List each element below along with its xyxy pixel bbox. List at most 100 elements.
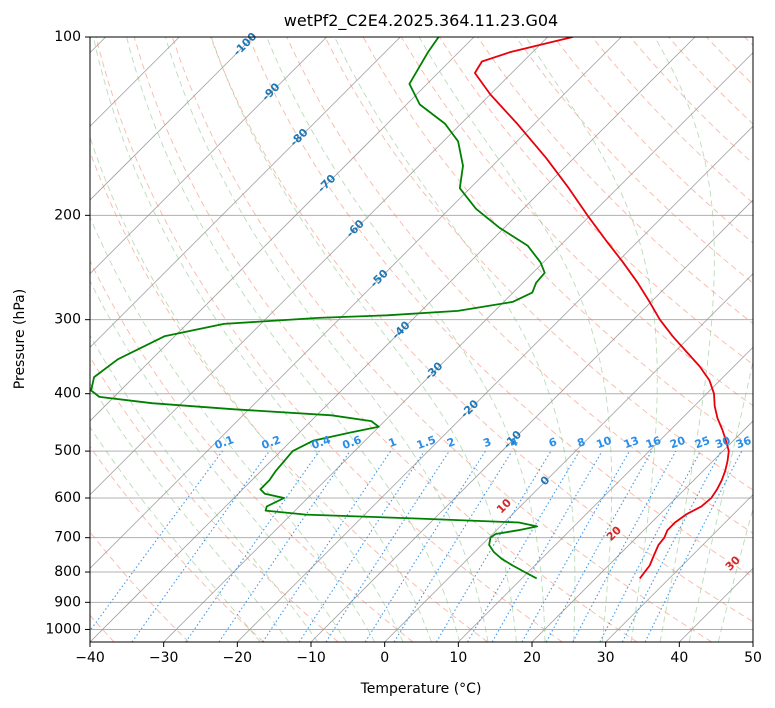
mixing-ratio-line bbox=[644, 450, 743, 642]
y-tick-label: 900 bbox=[54, 594, 81, 610]
moist-adiabat-line bbox=[90, 382, 290, 642]
x-tick-label: 30 bbox=[597, 650, 615, 666]
moist-adiabat-line bbox=[90, 334, 319, 642]
x-tick-label: −20 bbox=[223, 650, 253, 666]
dry-adiabat-line bbox=[324, 37, 753, 491]
mixing-ratio-line bbox=[298, 450, 425, 642]
dry-adiabat-line bbox=[248, 37, 753, 578]
background-lines bbox=[90, 37, 753, 642]
isotherm-line bbox=[90, 37, 401, 348]
dry-adiabat-line bbox=[90, 356, 339, 642]
dry-adiabat-line bbox=[515, 37, 753, 284]
dry-adiabat-line bbox=[286, 37, 753, 534]
mixing-ratio-line bbox=[572, 450, 677, 642]
dry-adiabat-line bbox=[90, 259, 414, 642]
moist-adiabat-line bbox=[164, 37, 489, 642]
moist-adiabat-line bbox=[418, 37, 613, 642]
moist-adiabat-line bbox=[525, 37, 658, 642]
isotherm-line bbox=[605, 494, 753, 642]
mixing-ratio-label: 3 bbox=[481, 435, 493, 450]
mixing-ratio-line bbox=[131, 450, 270, 642]
plot-background bbox=[90, 37, 753, 642]
mixing-ratio-line bbox=[185, 450, 320, 642]
x-tick-label: 50 bbox=[744, 650, 762, 666]
moist-adiabat-line bbox=[92, 37, 432, 642]
moist-adiabat-line bbox=[688, 359, 753, 642]
mixing-ratio-label: 10 bbox=[595, 434, 614, 452]
isotherm-line bbox=[90, 37, 327, 275]
mixing-ratio-line bbox=[521, 450, 630, 642]
x-tick-label: 10 bbox=[449, 650, 467, 666]
mixing-ratio-line bbox=[393, 450, 513, 642]
y-tick-label: 400 bbox=[54, 386, 81, 402]
x-tick-label: 20 bbox=[523, 650, 541, 666]
moist-adiabat-line bbox=[90, 426, 261, 642]
isotherm-line bbox=[752, 641, 753, 642]
isotherm-line bbox=[90, 37, 475, 422]
isotherm-line bbox=[90, 37, 622, 569]
y-axis-label: Pressure (hPa) bbox=[12, 289, 28, 389]
mixing-ratio-label: 30 bbox=[713, 434, 732, 452]
mixing-ratio-label: 6 bbox=[547, 435, 559, 450]
mixing-ratio-label: 1 bbox=[387, 435, 399, 450]
mixing-ratio-label: 1.5 bbox=[415, 433, 438, 452]
profile-lines bbox=[90, 37, 730, 580]
mixing-ratio-label: 2 bbox=[445, 435, 457, 450]
x-axis-label: Temperature (°C) bbox=[360, 681, 482, 697]
mixing-ratio-line bbox=[218, 450, 351, 642]
mixing-ratio-label: 36 bbox=[734, 434, 753, 452]
mixing-ratio-line bbox=[545, 450, 653, 642]
mixing-ratio-label: 0.2 bbox=[260, 433, 283, 452]
moist-adiabat-line bbox=[334, 37, 576, 642]
x-tick-label: −10 bbox=[296, 650, 326, 666]
isotherm-line bbox=[90, 37, 548, 496]
dewpoint-profile-line bbox=[90, 37, 546, 580]
x-tick-label: 0 bbox=[380, 650, 389, 666]
mixing-ratio-line bbox=[90, 450, 223, 632]
mixing-ratio-line bbox=[262, 450, 392, 642]
mixing-ratio-label: 16 bbox=[644, 434, 663, 452]
x-tick-label: −40 bbox=[75, 650, 105, 666]
moist-adiabat-line bbox=[717, 506, 753, 642]
moist-adiabat-line bbox=[654, 37, 715, 642]
isotherm-line bbox=[384, 273, 753, 642]
moist-adiabat-line bbox=[210, 37, 517, 642]
moist-adiabat-line bbox=[266, 37, 546, 642]
isotherm-line bbox=[458, 346, 753, 642]
isotherm-line bbox=[237, 125, 753, 642]
moist-adiabat-line bbox=[90, 135, 404, 642]
temperature-profile-line bbox=[474, 37, 730, 579]
y-tick-label: 100 bbox=[54, 29, 81, 45]
y-tick-label: 500 bbox=[54, 443, 81, 459]
x-tick-label: −30 bbox=[149, 650, 179, 666]
y-tick-label: 600 bbox=[54, 490, 81, 506]
y-tick-label: 200 bbox=[54, 207, 81, 223]
y-tick-label: 700 bbox=[54, 530, 81, 546]
axes: −40 −30 −20 −10 0 10 20 30 40 5010020030040050060… bbox=[45, 29, 762, 666]
y-tick-label: 800 bbox=[54, 564, 81, 580]
mixing-ratio-label: 20 bbox=[668, 434, 687, 452]
dry-adiabat-line bbox=[90, 445, 264, 642]
mixing-ratio-label: 13 bbox=[622, 434, 641, 451]
dry-adiabat-line bbox=[171, 37, 712, 642]
isotherm-line bbox=[531, 420, 753, 642]
dry-adiabat-line bbox=[210, 37, 753, 623]
dry-adiabat-line bbox=[95, 37, 563, 642]
mixing-ratio-label: 0.6 bbox=[341, 433, 364, 452]
mixing-ratio-label: 25 bbox=[693, 434, 712, 451]
y-tick-label: 300 bbox=[54, 312, 81, 328]
mixing-ratio-line bbox=[325, 450, 450, 642]
isotherm-line bbox=[90, 37, 696, 642]
plot-frame bbox=[89, 36, 754, 643]
moist-adiabat-line bbox=[126, 37, 461, 642]
chart-title: wetPf2_C2E4.2025.364.11.23.G04 bbox=[284, 11, 558, 31]
y-tick-label: 1000 bbox=[45, 621, 81, 637]
mixing-ratio-label: 4 bbox=[508, 435, 520, 450]
x-tick-label: 40 bbox=[670, 650, 688, 666]
mixing-ratio-label: 0.1 bbox=[213, 433, 236, 452]
mixing-ratio-label: 0.4 bbox=[310, 433, 333, 452]
isotherm-line bbox=[90, 37, 254, 201]
mixing-ratio-label: 8 bbox=[575, 435, 587, 450]
isotherm-line bbox=[163, 52, 753, 642]
